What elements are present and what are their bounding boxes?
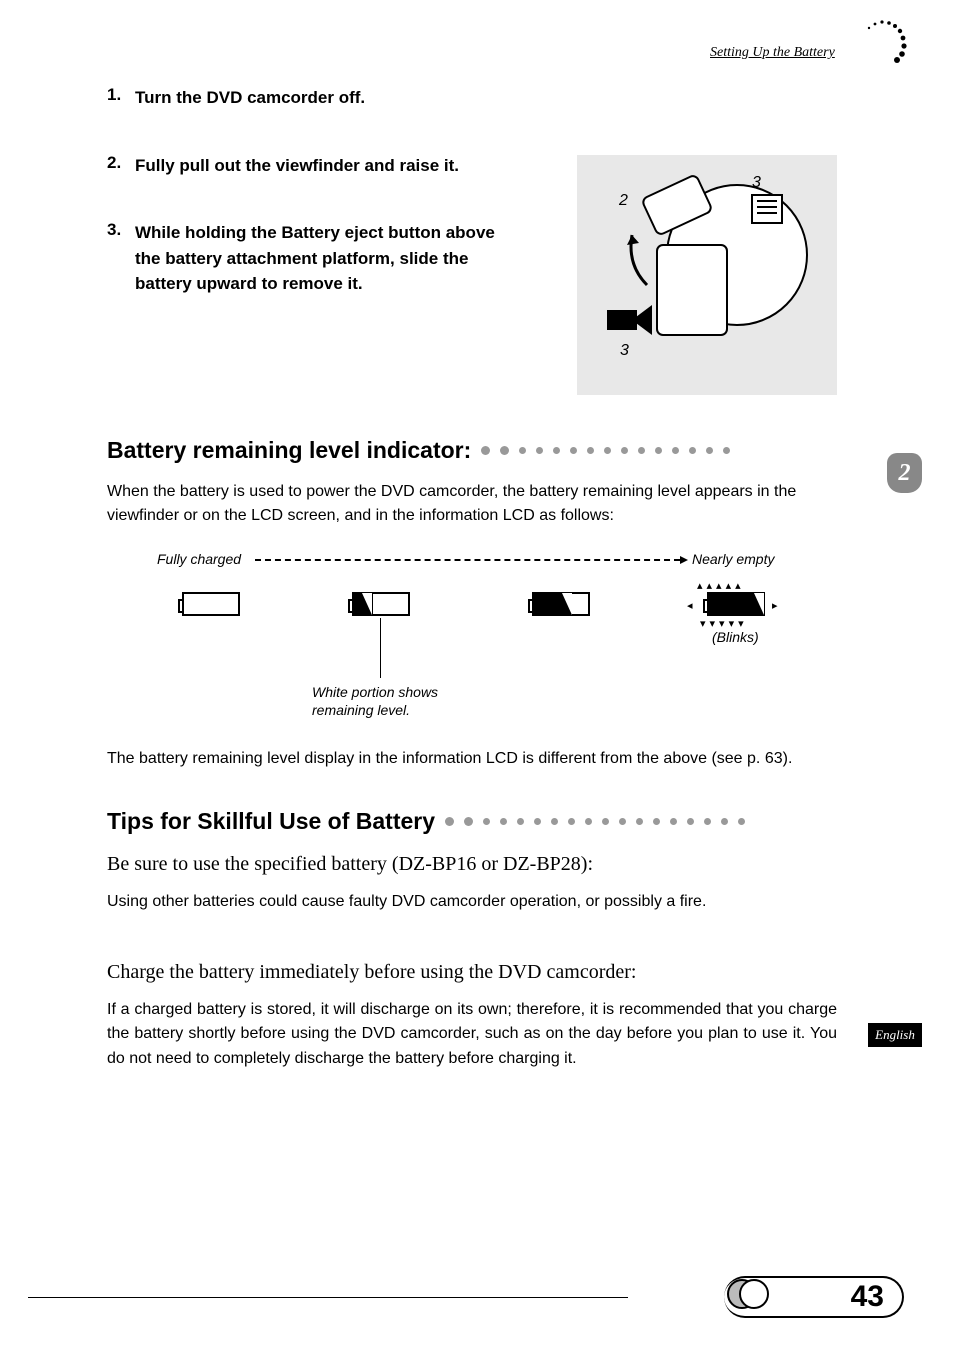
camcorder-diagram: 2 3 3 [577,155,837,395]
header-section-title: Setting Up the Battery [710,45,835,61]
heading-dots [481,446,730,455]
blink-mark-right: ▸ [772,599,778,612]
chapter-num: 2 [899,460,911,487]
sub1-heading: Be sure to use the specified battery (DZ… [107,853,837,876]
diagram-label-3b: 3 [620,342,629,359]
dashed-arrow [255,559,680,561]
battery-indicator-body: When the battery is used to power the DV… [107,480,837,530]
label-nearly-empty: Nearly empty [692,551,774,567]
battery-icon-mid2 [532,592,590,616]
battery-icon-empty [707,592,765,616]
label-fully-charged: Fully charged [157,551,241,567]
sub2-heading: Charge the battery immediately before us… [107,961,837,984]
step-2-num: 2. [107,153,135,179]
step-1-num: 1. [107,85,135,111]
step-1: 1. Turn the DVD camcorder off. [107,85,837,111]
battery-icon-full [182,592,240,616]
step-3-num: 3. [107,220,135,297]
header-dotted-arc [859,20,909,70]
footer-circles-icon [724,1272,774,1312]
blink-mark-left: ◂ [687,599,693,612]
diagram-label-2: 2 [618,192,628,209]
language-badge: English [868,1023,922,1047]
battery-indicator-body2: The battery remaining level display in t… [107,747,837,772]
pointer-line [380,618,381,678]
battery-indicator-heading: Battery remaining level indicator: [107,437,837,464]
battery-icon-mid1 [352,592,410,616]
sub2-body: If a charged battery is stored, it will … [107,998,837,1072]
language-text: English [875,1027,915,1043]
tips-heading: Tips for Skillful Use of Battery [107,808,837,835]
blink-marks-top: ▴▴▴▴▴ [697,579,745,592]
heading-dots-2 [445,817,745,826]
diagram-label-3a: 3 [752,174,761,191]
step-1-text: Turn the DVD camcorder off. [135,85,837,111]
tips-heading-text: Tips for Skillful Use of Battery [107,808,435,835]
step-3-text: While holding the Battery eject button a… [135,220,507,297]
label-white-portion: White portion shows remaining level. [312,683,438,719]
footer-line [28,1297,628,1298]
sub1-body: Using other batteries could cause faulty… [107,890,837,915]
chapter-badge: 2 [887,453,922,493]
battery-indicator-heading-text: Battery remaining level indicator: [107,437,471,464]
footer: 43 [0,1272,954,1322]
battery-level-diagram: Fully charged Nearly empty ▴▴▴▴▴ ▾▾▾▾▾ ◂… [107,547,837,747]
step-3: 3. While holding the Battery eject butto… [107,220,507,297]
label-blinks: (Blinks) [712,629,759,645]
page-number: 43 [851,1280,884,1314]
